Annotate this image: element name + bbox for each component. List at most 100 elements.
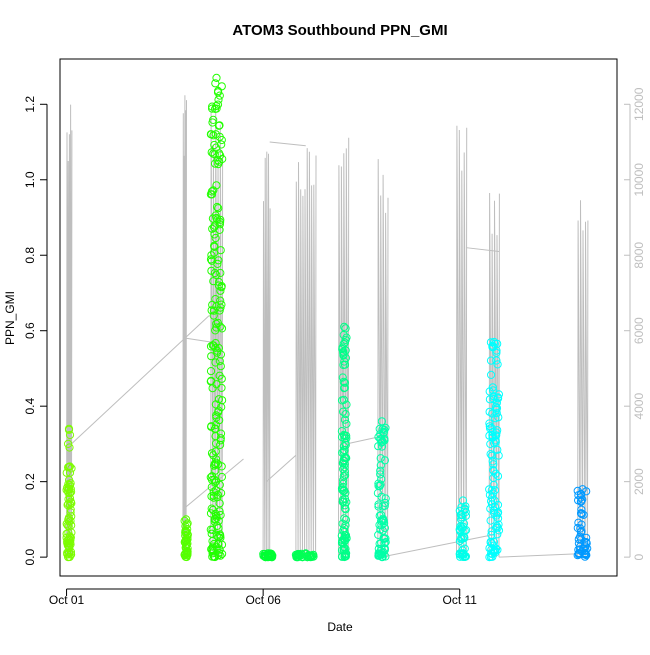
ppn-gmi-point bbox=[342, 534, 351, 543]
ppn-gmi-point bbox=[213, 259, 222, 268]
ppn-gmi-point bbox=[379, 428, 388, 437]
ppn-gmi-point bbox=[209, 131, 218, 140]
ppn-gmi-point bbox=[206, 367, 216, 376]
ppn-gmi-point bbox=[577, 509, 586, 518]
ppn-gmi-point bbox=[340, 383, 349, 392]
ppn-gmi-point bbox=[214, 460, 223, 469]
ppn-gmi-point bbox=[493, 472, 503, 481]
ppn-gmi-point bbox=[457, 535, 466, 544]
point-group-4 bbox=[291, 549, 318, 562]
ppn-gmi-point bbox=[494, 508, 503, 517]
depth-transit-line-1 bbox=[186, 337, 211, 343]
ppn-gmi-point bbox=[217, 282, 226, 291]
ppn-gmi-point bbox=[455, 536, 464, 546]
ppn-gmi-point bbox=[65, 475, 74, 485]
ppn-gmi-point bbox=[460, 544, 469, 553]
ppn-gmi-point bbox=[206, 509, 216, 518]
depth-profile-burst-3 bbox=[262, 151, 271, 558]
ppn-gmi-point bbox=[207, 190, 217, 199]
ppn-gmi-point bbox=[373, 489, 382, 498]
ppn-gmi-point bbox=[577, 505, 586, 514]
ppn-gmi-point bbox=[455, 549, 464, 558]
ppn-gmi-point bbox=[63, 483, 72, 492]
ppn-gmi-point bbox=[340, 415, 350, 424]
ppn-gmi-point bbox=[489, 466, 498, 475]
ppn-gmi-point bbox=[491, 436, 500, 445]
ppn-gmi-point bbox=[487, 497, 496, 506]
ppn-gmi-point-max bbox=[182, 515, 191, 524]
ppn-gmi-point-max bbox=[212, 73, 221, 83]
depth-profile-burst-7 bbox=[456, 125, 468, 558]
point-group-0 bbox=[62, 424, 76, 562]
ppn-gmi-point bbox=[212, 104, 221, 113]
ppn-gmi-point bbox=[456, 515, 466, 524]
ppn-gmi-point bbox=[215, 306, 224, 315]
ppn-gmi-point bbox=[488, 383, 497, 392]
ppn-gmi-point bbox=[490, 486, 499, 495]
ppn-gmi-point bbox=[377, 538, 386, 548]
ppn-gmi-point bbox=[211, 358, 220, 367]
ppn-gmi-point bbox=[64, 499, 73, 508]
ppn-gmi-point bbox=[377, 510, 386, 520]
ppn-gmi-point bbox=[485, 419, 494, 428]
ppn-gmi-point bbox=[377, 520, 386, 530]
depth-transit-line-4 bbox=[266, 454, 297, 483]
y-tick-label: 0.2 bbox=[23, 473, 37, 490]
y2-tick-label: 2000 bbox=[632, 468, 646, 495]
ppn-gmi-point bbox=[339, 526, 348, 535]
ppn-gmi-point bbox=[218, 396, 227, 405]
ppn-gmi-point bbox=[339, 476, 348, 485]
ppn-gmi-point bbox=[65, 480, 74, 489]
ppn-gmi-point bbox=[67, 464, 76, 473]
ppn-gmi-point bbox=[65, 430, 75, 440]
ppn-gmi-point bbox=[486, 356, 496, 365]
ppn-gmi-point bbox=[210, 517, 219, 526]
ppn-gmi-point bbox=[211, 79, 220, 88]
ppn-gmi-point bbox=[339, 360, 348, 370]
ppn-gmi-point bbox=[458, 539, 467, 548]
ppn-gmi-point bbox=[213, 493, 222, 502]
ppn-gmi-point bbox=[488, 428, 497, 437]
ppn-gmi-point bbox=[211, 295, 220, 304]
ppn-gmi-point bbox=[309, 552, 318, 561]
ppn-gmi-point bbox=[337, 531, 346, 540]
ppn-gmi-point bbox=[217, 472, 226, 482]
ppn-gmi-point bbox=[212, 513, 221, 522]
ppn-gmi-point bbox=[489, 386, 498, 395]
ppn-gmi-point bbox=[66, 550, 76, 559]
ppn-gmi-point bbox=[208, 104, 217, 113]
ppn-gmi-point bbox=[573, 523, 582, 533]
ppn-gmi-point bbox=[216, 215, 225, 224]
ppn-gmi-point bbox=[208, 224, 217, 233]
point-group-6 bbox=[373, 417, 390, 562]
ppn-gmi-point bbox=[215, 157, 224, 166]
ppn-gmi-point bbox=[492, 404, 502, 413]
ppn-gmi-point bbox=[207, 352, 216, 361]
ppn-gmi-point bbox=[213, 100, 223, 109]
point-group-2 bbox=[206, 73, 227, 562]
y2-tick-label: 4000 bbox=[632, 393, 646, 420]
ppn-gmi-point bbox=[487, 539, 497, 548]
ppn-gmi-point bbox=[487, 530, 496, 540]
ppn-gmi-point bbox=[491, 402, 501, 411]
ppn-gmi-point bbox=[493, 426, 502, 435]
ppn-gmi-point bbox=[216, 286, 225, 295]
ppn-gmi-point bbox=[209, 306, 218, 315]
ppn-gmi-point bbox=[492, 523, 501, 533]
ppn-gmi-point bbox=[494, 394, 503, 403]
ppn-gmi-point bbox=[217, 374, 226, 383]
ppn-gmi-point bbox=[488, 457, 497, 466]
ppn-gmi-point bbox=[217, 140, 226, 149]
ppn-gmi-point bbox=[212, 319, 221, 328]
ppn-gmi-points-layer bbox=[62, 73, 592, 562]
ppn-gmi-point bbox=[340, 467, 349, 476]
ppn-gmi-point-max bbox=[458, 496, 468, 505]
ppn-gmi-point bbox=[209, 115, 218, 125]
x-tick-label: Oct 01 bbox=[49, 593, 85, 607]
ppn-gmi-point bbox=[460, 505, 469, 514]
ppn-gmi-point bbox=[216, 296, 225, 305]
ppn-gmi-point bbox=[216, 268, 225, 278]
ppn-gmi-point bbox=[341, 515, 351, 524]
